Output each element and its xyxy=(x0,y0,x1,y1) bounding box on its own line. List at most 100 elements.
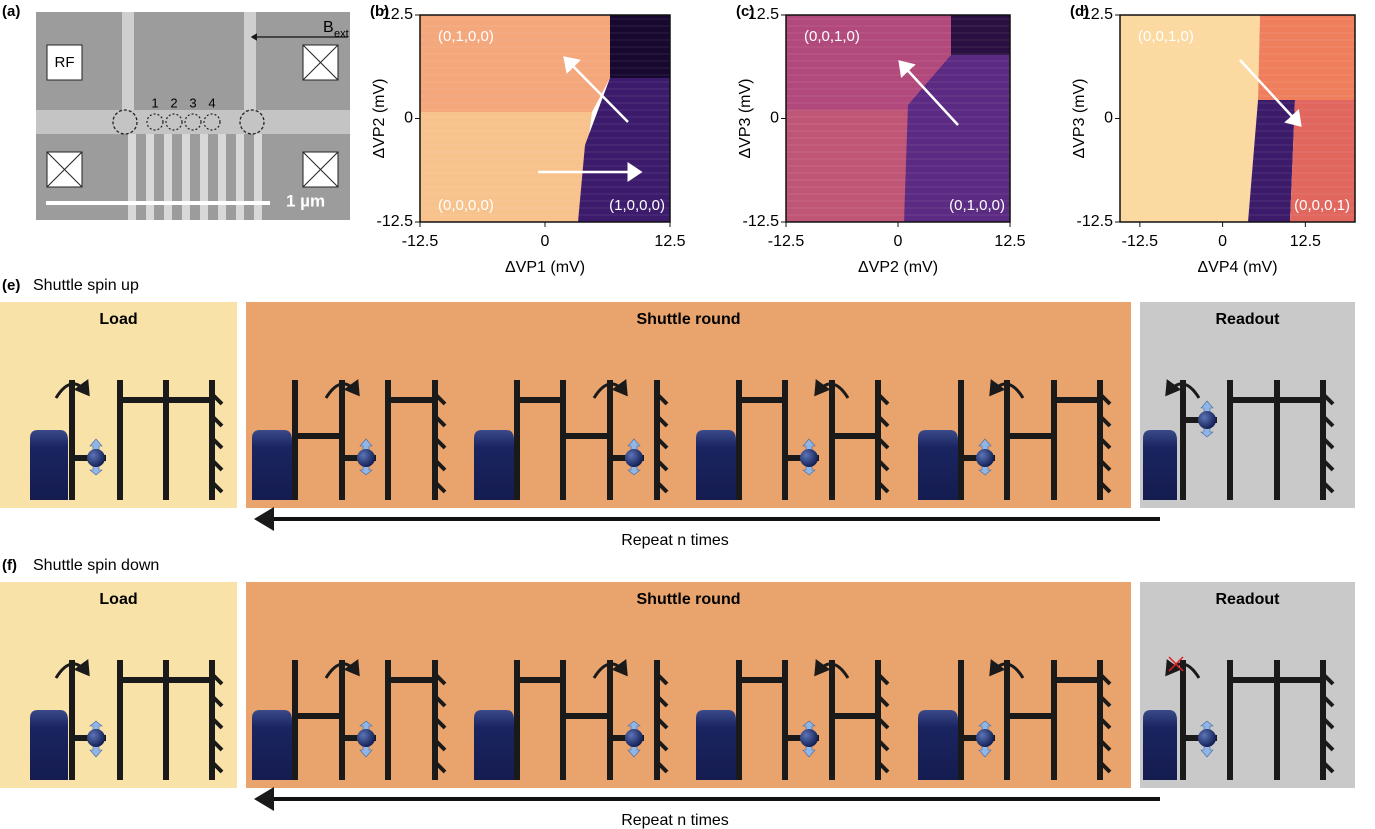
hatch xyxy=(876,760,890,774)
hatch xyxy=(655,738,669,752)
hatch xyxy=(1321,672,1335,686)
scale-label: 1 µm xyxy=(286,191,325,210)
hatch xyxy=(210,414,224,428)
x-tick-label: -12.5 xyxy=(768,233,805,250)
y-tick-label: -12.5 xyxy=(743,213,780,230)
x-axis-title: ΔVP1 (mV) xyxy=(505,259,585,276)
gate-finger xyxy=(254,134,262,220)
y-axis-title: ΔVP3 (mV) xyxy=(1071,78,1088,158)
hatch xyxy=(1321,694,1335,708)
electron xyxy=(357,449,375,467)
x-tick-label: 12.5 xyxy=(1290,233,1321,250)
hatch xyxy=(1321,480,1335,494)
quantum-dot xyxy=(203,113,221,131)
state-label: (0,1,0,0) xyxy=(438,28,494,45)
map-region xyxy=(1290,100,1355,222)
hatch xyxy=(876,436,890,450)
electron xyxy=(976,729,994,747)
tunnel-arrow xyxy=(989,659,1025,679)
tunnel-arrow xyxy=(592,659,628,679)
quantum-dot xyxy=(184,113,202,131)
map-region xyxy=(786,15,951,110)
map-region xyxy=(610,15,670,78)
hatch xyxy=(876,694,890,708)
hatch xyxy=(655,436,669,450)
hatch xyxy=(1098,458,1112,472)
stage-box xyxy=(246,582,1131,788)
electron xyxy=(87,449,105,467)
hatch xyxy=(1321,716,1335,730)
hatch xyxy=(876,716,890,730)
hatch xyxy=(433,672,447,686)
y-tick-label: 0 xyxy=(1104,110,1113,127)
contact-cross xyxy=(302,44,339,81)
hatch xyxy=(210,694,224,708)
hatch xyxy=(655,392,669,406)
y-tick-label: 0 xyxy=(770,110,779,127)
gate-finger xyxy=(200,134,208,220)
map-region xyxy=(1248,100,1295,222)
hatch xyxy=(876,672,890,686)
stage-title: Readout xyxy=(1216,591,1281,608)
x-axis-title: ΔVP4 (mV) xyxy=(1197,259,1277,276)
reservoir xyxy=(252,430,292,500)
hatch xyxy=(210,738,224,752)
map-arrow xyxy=(1239,59,1302,127)
state-label: (0,0,1,0) xyxy=(804,28,860,45)
map-region xyxy=(420,112,592,222)
reservoir xyxy=(474,710,514,780)
x-tick-label: 0 xyxy=(541,233,550,250)
sensor-dot xyxy=(112,109,138,135)
hatch xyxy=(1098,480,1112,494)
electron xyxy=(976,449,994,467)
hatch xyxy=(655,760,669,774)
hatch xyxy=(655,458,669,472)
hatch xyxy=(210,672,224,686)
gate-finger xyxy=(164,134,172,220)
hatch xyxy=(433,760,447,774)
hatch xyxy=(1321,436,1335,450)
hatch xyxy=(1098,672,1112,686)
x-tick-label: 12.5 xyxy=(994,233,1025,250)
hatch xyxy=(1098,436,1112,450)
x-tick-label: -12.5 xyxy=(402,233,439,250)
hatch xyxy=(1098,760,1112,774)
panel-label: (f) xyxy=(2,557,17,574)
dot-number: 2 xyxy=(170,95,177,110)
sequence-title: Shuttle spin up xyxy=(33,277,139,294)
panel-label: (b) xyxy=(370,3,389,20)
stage-title: Shuttle round xyxy=(637,591,741,608)
y-axis-title: ΔVP3 (mV) xyxy=(737,78,754,158)
map-arrow xyxy=(898,60,959,126)
electron xyxy=(1198,729,1216,747)
hatch xyxy=(433,738,447,752)
blocked-mark xyxy=(1168,656,1184,672)
sensor-dot xyxy=(239,109,265,135)
hatch xyxy=(210,716,224,730)
tunnel-arrow xyxy=(324,379,360,399)
stage-title: Shuttle round xyxy=(637,311,741,328)
hatch xyxy=(210,480,224,494)
tunnel-arrow xyxy=(1165,379,1201,399)
gate-finger xyxy=(146,134,154,220)
gate-finger xyxy=(128,134,136,220)
hatch xyxy=(433,458,447,472)
hatch xyxy=(1098,414,1112,428)
stage-title: Readout xyxy=(1216,311,1281,328)
y-tick-label: -12.5 xyxy=(377,213,414,230)
gate-finger xyxy=(236,134,244,220)
hatch xyxy=(210,458,224,472)
panel-label: (d) xyxy=(1070,3,1089,20)
electron xyxy=(625,449,643,467)
gate-vertical xyxy=(122,12,134,110)
y-tick-label: 0 xyxy=(404,110,413,127)
hatch xyxy=(210,436,224,450)
map-arrow xyxy=(563,56,629,123)
reservoir xyxy=(696,430,736,500)
panel-label: (e) xyxy=(2,277,20,294)
stage-title: Load xyxy=(99,311,137,328)
electron xyxy=(800,729,818,747)
tunnel-arrow xyxy=(324,659,360,679)
x-tick-label: 0 xyxy=(1218,233,1227,250)
dot-number: 4 xyxy=(208,95,215,110)
